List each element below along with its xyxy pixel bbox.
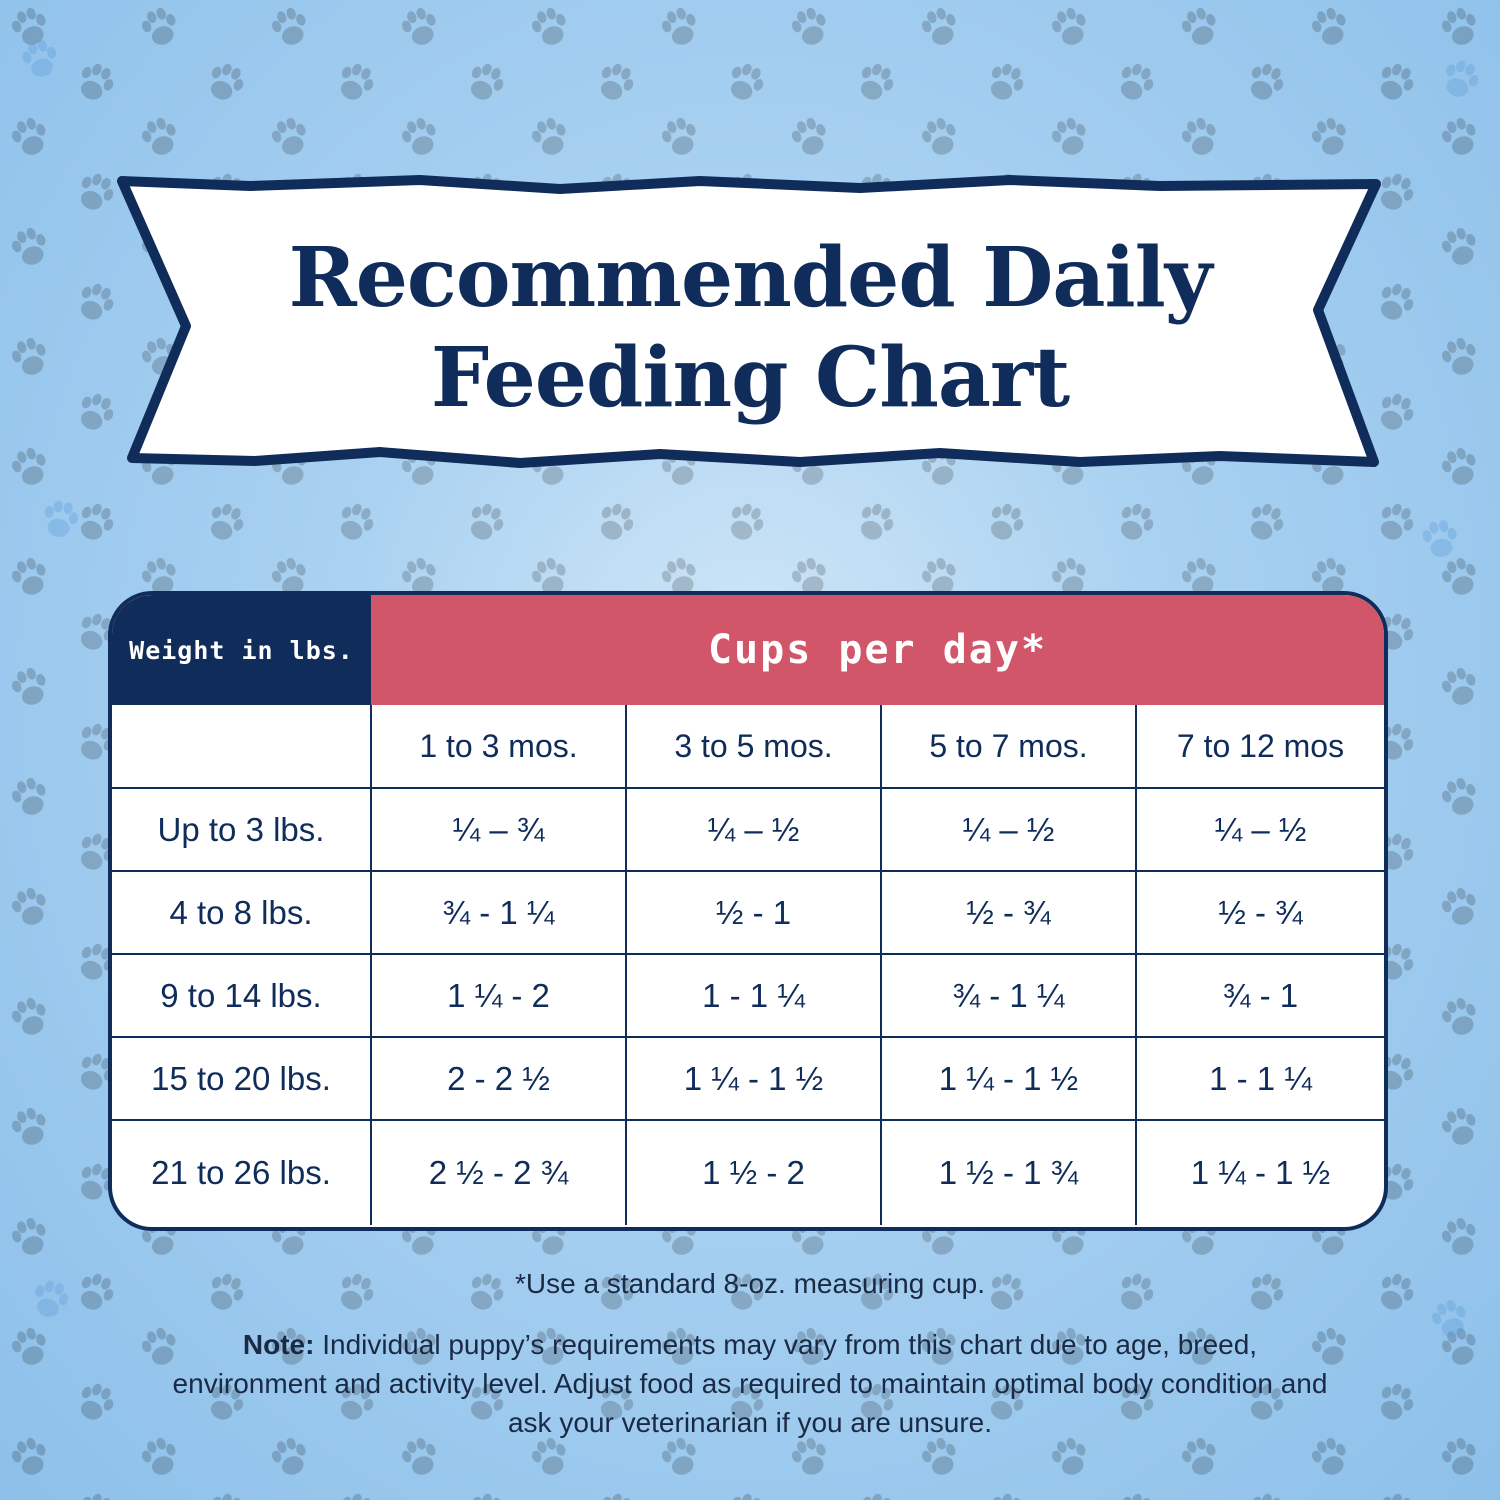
note-text: Individual puppy’s requirements may vary… [172,1329,1328,1438]
cups-cell: 1 ¼ - 1 ½ [625,1036,882,1121]
cups-cell: ¾ - 1 ¼ [370,870,627,955]
cups-cell: ¼ – ½ [1135,787,1384,872]
cups-cell: ½ - 1 [625,870,882,955]
cups-cell: ¾ - 1 [1135,953,1384,1038]
age-column-header: 1 to 3 mos. [370,705,627,789]
title-line-2: Feeding Chart [430,330,1070,426]
age-column-header: 7 to 12 mos [1135,705,1384,789]
cups-cell: 1 - 1 ¼ [1135,1036,1384,1121]
table-row: 15 to 20 lbs. 2 - 2 ½ 1 ¼ - 1 ½ 1 ¼ - 1 … [112,1036,1384,1121]
note-label: Note: [242,1329,315,1360]
cups-cell: 1 ½ - 1 ¾ [880,1119,1137,1225]
table-header-band: Weight in lbs. Cups per day* [112,595,1384,705]
feeding-note: Note: Individual puppy’s requirements ma… [170,1325,1330,1442]
cups-cell: 1 ¼ - 1 ½ [1135,1119,1384,1225]
cups-cell: ¼ – ¾ [370,787,627,872]
age-header-row: 1 to 3 mos. 3 to 5 mos. 5 to 7 mos. 7 to… [112,705,1384,789]
page-title: Recommended Daily Feeding Chart [200,228,1300,428]
age-column-header: 5 to 7 mos. [880,705,1137,789]
cups-cell: 2 ½ - 2 ¾ [370,1119,627,1225]
weight-cell: 15 to 20 lbs. [112,1036,372,1121]
table-row: 21 to 26 lbs. 2 ½ - 2 ¾ 1 ½ - 2 1 ½ - 1 … [112,1119,1384,1225]
feeding-table: Weight in lbs. Cups per day* 1 to 3 mos.… [108,591,1388,1231]
weight-cell: 4 to 8 lbs. [112,870,372,955]
cups-cell: 1 ½ - 2 [625,1119,882,1225]
cups-cell: ½ - ¾ [880,870,1137,955]
title-line-1: Recommended Daily [288,230,1213,326]
cups-cell: ¾ - 1 ¼ [880,953,1137,1038]
cups-cell: 1 - 1 ¼ [625,953,882,1038]
weight-cell: Up to 3 lbs. [112,787,372,872]
age-column-header: 3 to 5 mos. [625,705,882,789]
weight-cell: 21 to 26 lbs. [112,1119,372,1225]
empty-corner-cell [112,705,372,789]
cups-cell: ¼ – ½ [880,787,1137,872]
weight-cell: 9 to 14 lbs. [112,953,372,1038]
cups-cell: ½ - ¾ [1135,870,1384,955]
table-row: Up to 3 lbs. ¼ – ¾ ¼ – ½ ¼ – ½ ¼ – ½ [112,787,1384,872]
feeding-grid: 1 to 3 mos. 3 to 5 mos. 5 to 7 mos. 7 to… [112,705,1384,1225]
cups-cell: ¼ – ½ [625,787,882,872]
cups-cell: 1 ¼ - 2 [370,953,627,1038]
cups-per-day-header: Cups per day* [371,595,1384,705]
weight-header: Weight in lbs. [112,595,371,705]
measuring-cup-footnote: *Use a standard 8-oz. measuring cup. [514,1268,986,1299]
table-row: 9 to 14 lbs. 1 ¼ - 2 1 - 1 ¼ ¾ - 1 ¼ ¾ -… [112,953,1384,1038]
cups-cell: 1 ¼ - 1 ½ [880,1036,1137,1121]
cups-cell: 2 - 2 ½ [370,1036,627,1121]
table-row: 4 to 8 lbs. ¾ - 1 ¼ ½ - 1 ½ - ¾ ½ - ¾ [112,870,1384,955]
